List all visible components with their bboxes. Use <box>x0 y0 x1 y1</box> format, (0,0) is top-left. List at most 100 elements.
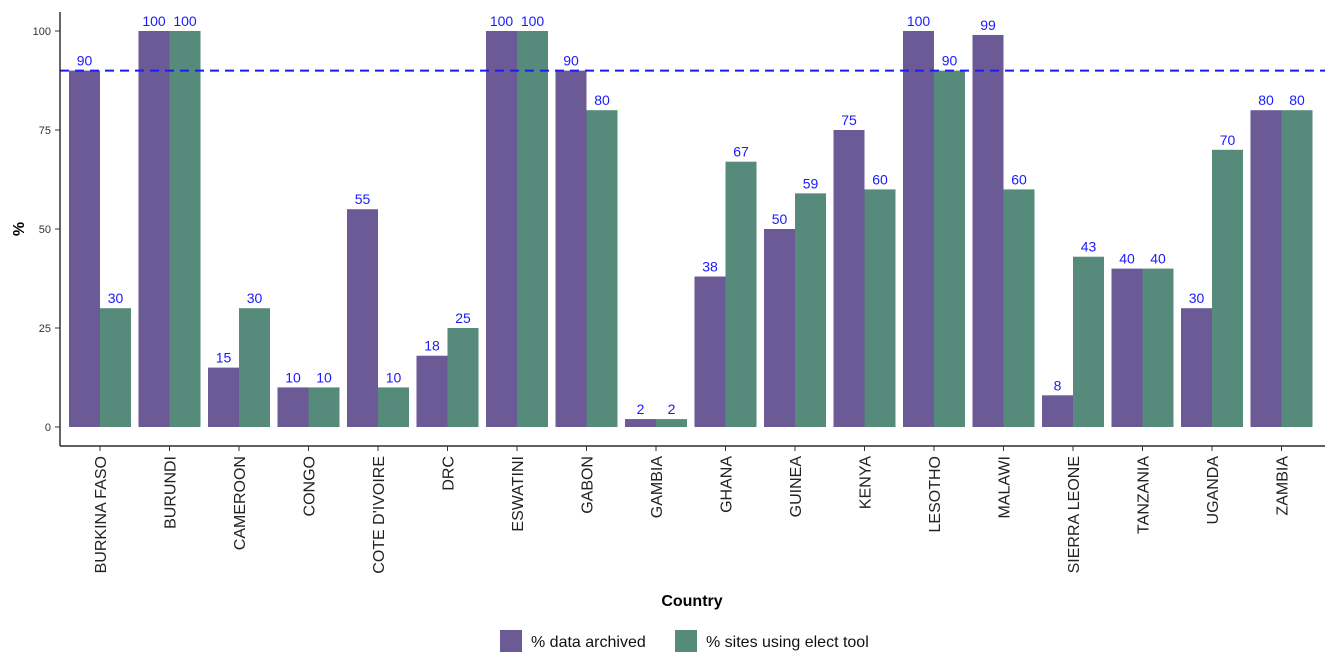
bar-data-archived <box>555 70 587 427</box>
x-tick-label: UGANDA <box>1205 456 1222 525</box>
value-label: 67 <box>733 144 749 160</box>
bar-data-archived <box>486 31 517 427</box>
bar-data-archived <box>694 276 726 427</box>
legend-swatch-data-archived <box>500 630 522 652</box>
x-tick-label: CONGO <box>302 456 319 516</box>
value-label: 100 <box>521 13 545 29</box>
bar-sites-elect-tool <box>725 161 757 427</box>
x-tick-label: TANZANIA <box>1136 456 1153 534</box>
x-tick-label: GABON <box>580 456 597 514</box>
bar-sites-elect-tool <box>934 70 965 427</box>
x-tick-label: LESOTHO <box>927 456 944 532</box>
bar-data-archived <box>138 31 170 427</box>
bar-sites-elect-tool <box>378 387 409 427</box>
bars-layer <box>69 31 1313 428</box>
value-label: 38 <box>702 259 718 275</box>
bar-data-archived <box>208 367 239 427</box>
y-tick-label: 50 <box>39 224 51 236</box>
value-label: 15 <box>216 350 232 366</box>
value-label: 75 <box>841 112 857 128</box>
value-label: 30 <box>247 290 263 306</box>
x-axis-title: Country <box>661 593 722 610</box>
value-label: 70 <box>1220 132 1236 148</box>
x-tick-label: DRC <box>441 456 458 491</box>
y-tick-label: 75 <box>39 125 51 137</box>
value-label: 2 <box>668 401 676 417</box>
y-tick-label: 100 <box>33 26 51 38</box>
value-label: 80 <box>1289 92 1305 108</box>
value-label: 50 <box>772 211 788 227</box>
value-label: 8 <box>1054 377 1062 393</box>
value-label: 90 <box>77 53 93 69</box>
y-axis-title: % <box>11 222 28 236</box>
x-tick-label: ESWATINI <box>510 456 527 532</box>
value-label: 100 <box>142 13 166 29</box>
legend-swatch-sites-using-elect-tool <box>675 630 697 652</box>
value-label: 60 <box>1011 171 1027 187</box>
bar-sites-elect-tool <box>308 387 340 427</box>
value-label: 80 <box>594 92 610 108</box>
bar-data-archived <box>277 387 309 427</box>
x-tick-label: MALAWI <box>997 456 1014 519</box>
bar-data-archived <box>972 34 1004 428</box>
bar-data-archived <box>833 130 865 427</box>
bar-data-archived <box>69 70 100 427</box>
bar-sites-elect-tool <box>169 31 201 427</box>
bar-data-archived <box>1250 110 1282 427</box>
bar-data-archived <box>1181 308 1212 427</box>
x-tick-label: CAMEROON <box>232 456 249 550</box>
value-label: 10 <box>386 369 402 385</box>
x-tick-label: BURKINA FASO <box>93 456 110 573</box>
value-label: 100 <box>173 13 197 29</box>
value-label: 99 <box>980 17 996 33</box>
x-axis-ticks: BURKINA FASO BURUNDI CAMEROON CONGO COTE D'I… <box>93 446 1292 574</box>
value-label: 80 <box>1258 92 1274 108</box>
value-label: 55 <box>355 191 371 207</box>
x-tick-label: GUINEA <box>788 456 805 518</box>
x-tick-label: GHANA <box>719 456 736 513</box>
bar-sites-elect-tool <box>517 31 548 427</box>
x-tick-label: BURUNDI <box>163 456 180 529</box>
value-label: 100 <box>907 13 931 29</box>
value-label: 100 <box>490 13 514 29</box>
y-tick-label: 25 <box>39 323 51 335</box>
bar-sites-elect-tool <box>239 308 270 427</box>
y-tick-label: 0 <box>45 422 51 434</box>
x-tick-label: GAMBIA <box>649 456 666 519</box>
value-label: 2 <box>637 401 645 417</box>
bar-data-archived <box>1111 268 1143 427</box>
legend-label-sites-using-elect-tool: % sites using elect tool <box>706 634 869 651</box>
value-labels-layer: 90 30 100 100 15 30 10 10 55 10 18 25 100 100 90 80 2 2 38… <box>77 13 1305 417</box>
y-axis-ticks: 0 25 50 75 100 <box>33 26 60 434</box>
bar-sites-elect-tool <box>1073 256 1104 427</box>
bar-sites-elect-tool <box>656 419 687 427</box>
value-label: 10 <box>316 369 332 385</box>
x-tick-label: SIERRA LEONE <box>1066 456 1083 573</box>
bar-data-archived <box>416 355 448 427</box>
bar-sites-elect-tool <box>864 189 896 427</box>
legend-label-data-archived: % data archived <box>531 634 646 651</box>
value-label: 30 <box>108 290 124 306</box>
value-label: 59 <box>803 175 819 191</box>
x-tick-label: KENYA <box>858 456 875 509</box>
bar-sites-elect-tool <box>795 193 826 427</box>
bar-sites-elect-tool <box>1281 110 1313 427</box>
value-label: 40 <box>1150 251 1166 267</box>
x-tick-label: ZAMBIA <box>1275 456 1292 516</box>
value-label: 25 <box>455 310 471 326</box>
value-label: 90 <box>563 53 579 69</box>
value-label: 40 <box>1119 251 1135 267</box>
bar-sites-elect-tool <box>586 110 618 427</box>
x-tick-label: COTE D'IVOIRE <box>371 456 388 574</box>
bar-sites-elect-tool <box>447 328 479 427</box>
value-label: 18 <box>424 338 440 354</box>
bar-data-archived <box>764 229 795 427</box>
bar-data-archived <box>625 419 656 427</box>
bar-sites-elect-tool <box>1212 149 1243 428</box>
bar-sites-elect-tool <box>1003 189 1035 427</box>
bar-data-archived <box>347 209 378 427</box>
bar-data-archived <box>1042 395 1073 427</box>
legend: % data archived % sites using elect tool <box>500 630 869 652</box>
